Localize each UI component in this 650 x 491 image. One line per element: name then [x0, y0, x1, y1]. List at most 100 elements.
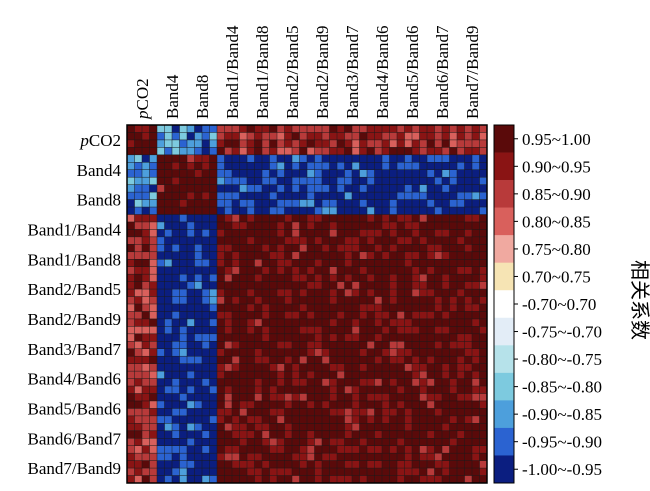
heatmap-cell: [404, 311, 413, 320]
heatmap-cell: [187, 221, 195, 230]
heatmap-cell: [322, 259, 330, 268]
row-label: Band5/Band6: [28, 399, 122, 418]
heatmap-cell: [412, 177, 420, 185]
heatmap-cell: [307, 169, 315, 178]
heatmap-cell: [284, 378, 293, 387]
heatmap-cell: [239, 430, 248, 439]
heatmap-cell: [142, 184, 150, 193]
row-label: pCO2: [79, 131, 121, 150]
heatmap-cell: [187, 378, 195, 387]
heatmap-cell: [232, 423, 240, 432]
heatmap-cell: [217, 266, 225, 275]
heatmap-cell: [374, 423, 383, 432]
heatmap-cell: [224, 430, 233, 439]
heatmap-cell: [329, 244, 338, 253]
heatmap-cell: [359, 259, 368, 268]
heatmap-cell: [457, 274, 465, 282]
heatmap-cell: [292, 311, 300, 320]
heatmap-cell: [457, 214, 465, 223]
heatmap-cell: [329, 333, 338, 342]
heatmap-cell: [397, 348, 405, 357]
heatmap-cell: [464, 341, 473, 350]
heatmap-cell: [479, 274, 488, 282]
heatmap-cell: [322, 311, 330, 320]
heatmap-cell: [127, 445, 135, 454]
heatmap-cell: [247, 400, 255, 409]
heatmap-cell: [419, 415, 428, 424]
heatmap-cell: [134, 326, 143, 335]
heatmap-cell: [412, 259, 420, 268]
heatmap-cell: [277, 393, 285, 402]
heatmap-cell: [164, 311, 173, 320]
heatmap-cell: [127, 311, 135, 320]
heatmap-cell: [194, 236, 203, 245]
heatmap-cell: [224, 408, 233, 417]
heatmap-cell: [157, 207, 165, 215]
heatmap-cell: [479, 236, 488, 245]
heatmap-cell: [479, 304, 488, 312]
heatmap-cell: [472, 348, 480, 357]
heatmap-cell: [352, 415, 360, 424]
heatmap-cell: [337, 386, 345, 394]
heatmap-cell: [277, 445, 285, 454]
heatmap-cell: [374, 475, 383, 484]
heatmap-cell: [427, 274, 435, 282]
heatmap-cell: [479, 356, 488, 364]
heatmap-cell: [217, 475, 225, 484]
heatmap-cell: [322, 244, 330, 253]
heatmap-cell: [172, 214, 180, 223]
heatmap-cell: [449, 356, 458, 364]
heatmap-cell: [457, 169, 465, 178]
heatmap-cell: [157, 259, 165, 268]
heatmap-cell: [367, 207, 375, 215]
heatmap-cell: [449, 408, 458, 417]
heatmap-cell: [442, 184, 450, 193]
heatmap-cell: [149, 318, 158, 327]
heatmap-cell: [412, 408, 420, 417]
heatmap-cell: [464, 251, 473, 260]
heatmap-cell: [269, 393, 278, 402]
heatmap-cell: [209, 393, 218, 402]
heatmap-cell: [262, 386, 270, 394]
heatmap-cell: [329, 318, 338, 327]
heatmap-cell: [232, 453, 240, 461]
heatmap-cell: [157, 333, 165, 342]
heatmap-cell: [149, 304, 158, 312]
heatmap-cell: [322, 229, 330, 238]
heatmap-cell: [134, 184, 143, 193]
heatmap-cell: [322, 184, 330, 193]
column-label: Band8: [193, 75, 212, 119]
heatmap-cell: [254, 393, 263, 402]
heatmap-cell: [337, 154, 345, 163]
heatmap-cell: [442, 326, 450, 335]
heatmap-cell: [322, 304, 330, 312]
heatmap-cell: [352, 251, 360, 260]
heatmap-cell: [419, 371, 428, 379]
heatmap-cell: [224, 251, 233, 260]
heatmap-cell: [374, 318, 383, 327]
heatmap-cell: [464, 318, 473, 327]
heatmap-cell: [232, 199, 240, 208]
heatmap-cell: [479, 192, 488, 200]
heatmap-cell: [284, 192, 293, 200]
heatmap-cell: [367, 132, 375, 141]
heatmap-cell: [149, 371, 158, 379]
heatmap-cell: [472, 207, 480, 215]
heatmap-cell: [337, 266, 345, 275]
heatmap-cell: [127, 415, 135, 424]
heatmap-cell: [277, 162, 285, 171]
heatmap-cell: [179, 445, 188, 454]
heatmap-cell: [269, 438, 278, 447]
heatmap-cell: [239, 207, 248, 215]
heatmap-cell: [284, 266, 293, 275]
heatmap-cell: [232, 274, 240, 282]
heatmap-cell: [262, 475, 270, 484]
heatmap-cell: [232, 281, 240, 290]
heatmap-cell: [172, 221, 180, 230]
heatmap-cell: [164, 400, 173, 409]
heatmap-cell: [352, 475, 360, 484]
heatmap-cell: [224, 393, 233, 402]
heatmap-cell: [322, 356, 330, 364]
heatmap-cell: [352, 199, 360, 208]
heatmap-cell: [127, 475, 135, 484]
